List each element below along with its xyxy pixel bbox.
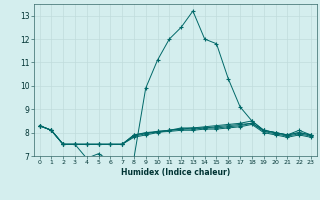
X-axis label: Humidex (Indice chaleur): Humidex (Indice chaleur) <box>121 168 230 177</box>
